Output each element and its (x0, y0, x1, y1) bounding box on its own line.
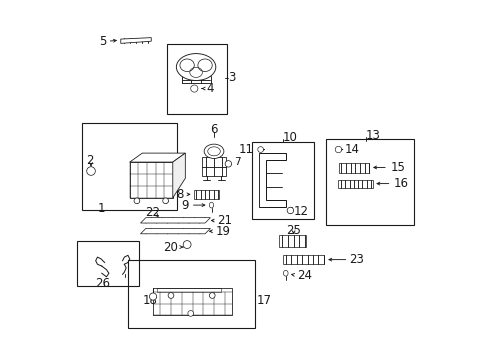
Text: 14: 14 (344, 143, 359, 156)
Circle shape (163, 198, 168, 204)
Ellipse shape (176, 54, 215, 81)
Ellipse shape (209, 202, 213, 208)
Text: 25: 25 (285, 224, 301, 237)
Text: 15: 15 (390, 161, 405, 174)
Polygon shape (140, 218, 210, 223)
Circle shape (224, 161, 231, 167)
Bar (153, 288, 231, 315)
Text: 19: 19 (215, 225, 230, 238)
Text: 8: 8 (176, 188, 183, 201)
Text: 16: 16 (392, 177, 407, 190)
Bar (128, 260, 255, 328)
Bar (325, 139, 413, 225)
Bar (338, 163, 368, 173)
Text: 5: 5 (99, 35, 106, 48)
Ellipse shape (203, 144, 224, 158)
Bar (156, 288, 221, 292)
Circle shape (134, 198, 140, 204)
Polygon shape (172, 153, 185, 198)
Text: 9: 9 (181, 199, 188, 212)
Text: 6: 6 (210, 123, 217, 136)
Polygon shape (140, 228, 210, 234)
Circle shape (257, 147, 263, 152)
Bar (77, 241, 139, 286)
Circle shape (183, 240, 191, 248)
Text: 4: 4 (206, 82, 214, 95)
Text: 18: 18 (143, 294, 158, 307)
Polygon shape (129, 153, 185, 162)
Text: 13: 13 (365, 129, 380, 142)
Text: 20: 20 (163, 240, 178, 253)
Bar (167, 44, 226, 114)
Circle shape (187, 311, 193, 316)
Text: 2: 2 (86, 154, 93, 167)
Text: 21: 21 (217, 214, 232, 227)
Text: 17: 17 (257, 294, 271, 307)
Bar (338, 180, 372, 188)
Text: 11: 11 (238, 143, 253, 156)
Circle shape (335, 146, 341, 153)
Text: 24: 24 (296, 269, 311, 282)
Circle shape (190, 85, 198, 92)
Bar (194, 190, 219, 199)
Bar (82, 123, 177, 211)
Bar (251, 142, 314, 220)
Circle shape (209, 293, 215, 298)
Circle shape (86, 167, 95, 175)
Text: 26: 26 (95, 278, 110, 291)
Text: 3: 3 (228, 71, 235, 84)
Ellipse shape (283, 270, 287, 276)
Circle shape (286, 207, 293, 214)
Bar (279, 235, 305, 247)
Circle shape (149, 293, 156, 300)
Text: 1: 1 (97, 202, 104, 215)
Bar (129, 162, 172, 198)
Text: 23: 23 (349, 253, 364, 266)
Bar (283, 255, 324, 264)
Text: 10: 10 (282, 131, 297, 144)
Polygon shape (121, 38, 151, 43)
Bar (202, 157, 225, 176)
Circle shape (168, 293, 174, 298)
Text: 7: 7 (233, 157, 240, 167)
Text: 12: 12 (293, 205, 307, 218)
Text: 22: 22 (145, 206, 160, 219)
